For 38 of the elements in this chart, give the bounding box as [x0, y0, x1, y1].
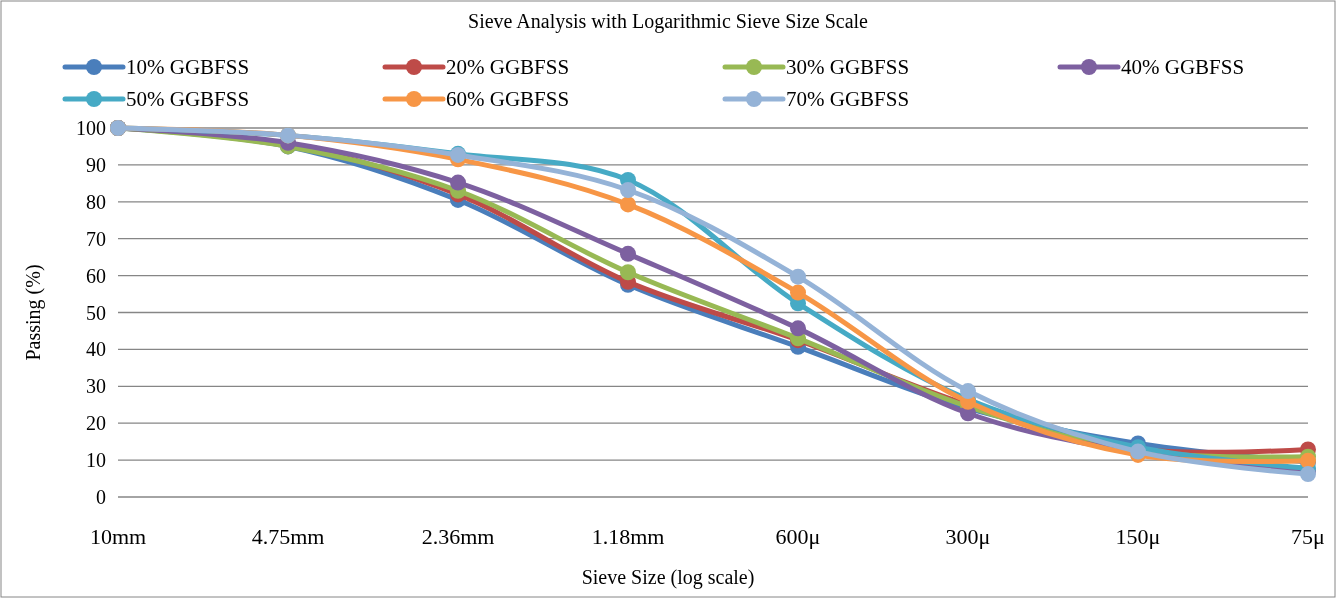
x-tick-label: 75μ: [1291, 524, 1325, 549]
legend-label: 60% GGBFSS: [446, 87, 570, 111]
y-tick-label: 40: [86, 338, 106, 361]
x-axis-title: Sieve Size (log scale): [581, 566, 755, 589]
x-tick-label: 1.18mm: [591, 524, 665, 549]
y-tick-label: 90: [86, 153, 106, 176]
point: [960, 383, 976, 400]
x-tick-label: 2.36mm: [421, 524, 495, 549]
point: [450, 174, 466, 191]
y-tick-label: 20: [86, 412, 106, 435]
point: [620, 196, 636, 213]
point: [790, 284, 806, 301]
point: [620, 181, 636, 198]
x-tick-label: 4.75mm: [251, 524, 325, 549]
y-tick-label: 0: [96, 486, 106, 508]
chart-title: Sieve Analysis with Logarithmic Sieve Size Scale: [468, 10, 869, 33]
point: [790, 320, 806, 337]
legend-label: 50% GGBFSS: [126, 87, 250, 111]
y-tick-label: 80: [86, 190, 106, 213]
point: [790, 268, 806, 285]
y-tick-label: 50: [86, 301, 106, 324]
legend-label: 70% GGBFSS: [786, 87, 910, 111]
point: [620, 264, 636, 281]
x-tick-label: 600μ: [775, 524, 821, 549]
y-tick-label: 60: [86, 264, 106, 287]
y-tick-label: 100: [76, 117, 106, 139]
y-tick-label: 10: [86, 449, 106, 472]
legend-label: 40% GGBFSS: [1121, 55, 1245, 79]
legend-label: 30% GGBFSS: [786, 55, 910, 79]
y-tick-label: 30: [86, 375, 106, 398]
y-axis-title: Passing (%): [22, 264, 45, 361]
legend-label: 10% GGBFSS: [126, 55, 250, 79]
x-tick-label: 300μ: [945, 524, 991, 549]
x-tick-label: 10mm: [89, 524, 147, 549]
x-tick-label: 150μ: [1115, 524, 1161, 549]
y-tick-label: 70: [86, 227, 106, 250]
point: [620, 245, 636, 262]
legend-label: 20% GGBFSS: [446, 55, 570, 79]
